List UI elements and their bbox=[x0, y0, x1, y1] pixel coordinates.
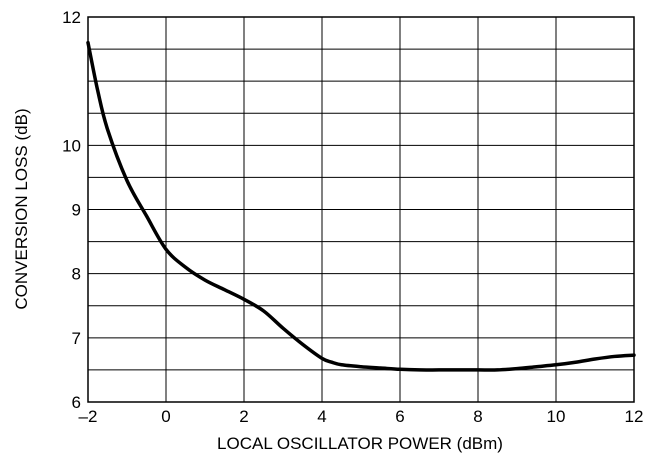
x-tick-label: –2 bbox=[79, 407, 98, 426]
x-tick-label: 2 bbox=[239, 407, 248, 426]
x-axis-label: LOCAL OSCILLATOR POWER (dBm) bbox=[217, 434, 503, 453]
y-axis-label: CONVERSION LOSS (dB) bbox=[12, 108, 31, 309]
x-tick-label: 4 bbox=[317, 407, 326, 426]
x-tick-label: 6 bbox=[395, 407, 404, 426]
x-tick-labels: –2 0 2 4 6 8 10 12 bbox=[79, 407, 644, 426]
y-tick-label: 6 bbox=[72, 393, 81, 412]
y-tick-label: 10 bbox=[62, 136, 81, 155]
series-line-conversion-loss bbox=[86, 40, 636, 372]
x-tick-label: 0 bbox=[161, 407, 170, 426]
x-tick-label: 12 bbox=[625, 407, 644, 426]
y-tick-label: 8 bbox=[72, 265, 81, 284]
y-tick-labels: 6 7 8 9 10 12 bbox=[62, 8, 81, 412]
y-tick-label: 7 bbox=[72, 329, 81, 348]
y-tick-label: 9 bbox=[72, 201, 81, 220]
x-tick-label: 10 bbox=[547, 407, 566, 426]
y-tick-label: 12 bbox=[62, 8, 81, 27]
x-tick-label: 8 bbox=[473, 407, 482, 426]
plot-frame bbox=[87, 16, 635, 403]
grid bbox=[87, 16, 635, 403]
